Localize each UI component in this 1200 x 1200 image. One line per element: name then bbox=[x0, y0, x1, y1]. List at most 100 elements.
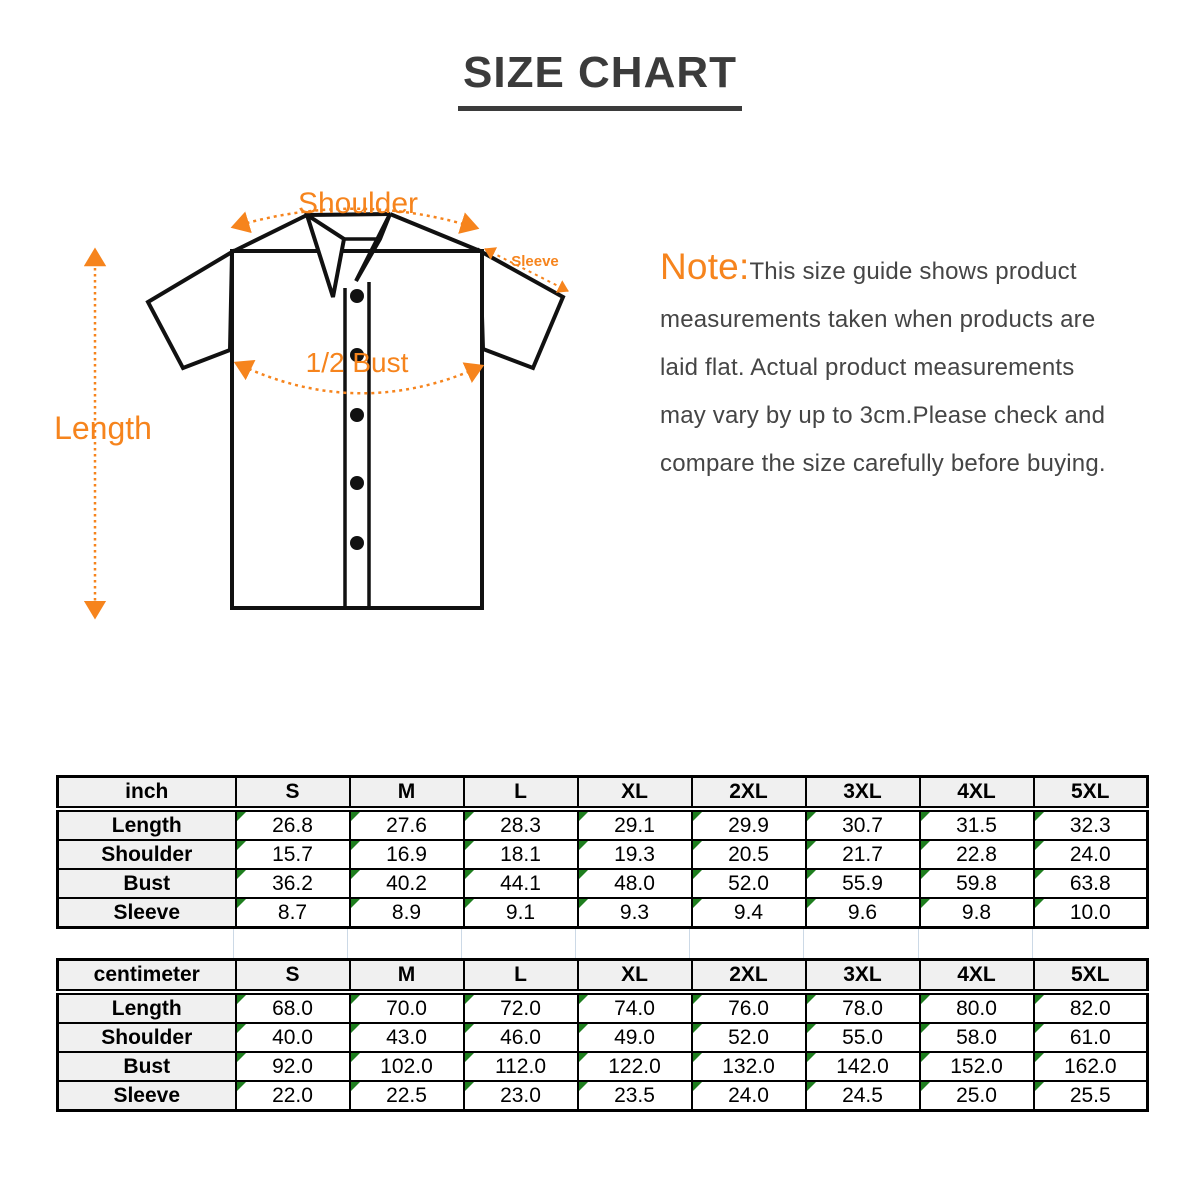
sleeve-arrow bbox=[484, 247, 569, 293]
measure-value-cell: 10.0 bbox=[1032, 897, 1149, 929]
measure-value-cell: 49.0 bbox=[576, 1022, 693, 1053]
measure-value-cell: 40.2 bbox=[348, 868, 465, 899]
measure-label-cell: Bust bbox=[56, 1051, 237, 1082]
measure-label-cell: Shoulder bbox=[56, 839, 237, 870]
measure-value-cell: 63.8 bbox=[1032, 868, 1149, 899]
measure-value-cell: 22.5 bbox=[348, 1080, 465, 1112]
measure-value-cell: 132.0 bbox=[690, 1051, 807, 1082]
measure-value-cell: 18.1 bbox=[462, 839, 579, 870]
measure-value-cell: 23.0 bbox=[462, 1080, 579, 1112]
shoulder-label: Shoulder bbox=[298, 187, 418, 220]
measure-value-cell: 9.4 bbox=[690, 897, 807, 929]
measure-value-cell: 32.3 bbox=[1032, 808, 1149, 841]
page-title: SIZE CHART bbox=[458, 48, 742, 111]
size-header-cell: 2XL bbox=[690, 775, 807, 812]
measure-value-cell: 29.9 bbox=[690, 808, 807, 841]
shirt-buttons bbox=[350, 289, 364, 550]
measure-value-cell: 16.9 bbox=[348, 839, 465, 870]
measure-value-cell: 82.0 bbox=[1032, 991, 1149, 1024]
measure-value-cell: 30.7 bbox=[804, 808, 921, 841]
gap-gridline-cell bbox=[462, 929, 577, 958]
note-line: laid flat. Actual product measurements bbox=[660, 354, 1075, 381]
measure-value-cell: 23.5 bbox=[576, 1080, 693, 1112]
note-line: may vary by up to 3cm.Please check and bbox=[660, 402, 1106, 429]
measure-value-cell: 9.6 bbox=[804, 897, 921, 929]
size-header-cell: 3XL bbox=[804, 958, 921, 995]
measure-label-cell: Shoulder bbox=[56, 1022, 237, 1053]
title-bar: SIZE CHART bbox=[0, 48, 1200, 111]
measure-value-cell: 40.0 bbox=[234, 1022, 351, 1053]
bust-label: 1/2 Bust bbox=[306, 347, 409, 378]
gap-gridline-cell bbox=[348, 929, 462, 958]
note-text: Note:This size guide shows product measu… bbox=[660, 248, 1180, 488]
size-header-cell: M bbox=[348, 775, 465, 812]
size-header-cell: 4XL bbox=[918, 958, 1035, 995]
measure-value-cell: 59.8 bbox=[918, 868, 1035, 899]
measure-value-cell: 31.5 bbox=[918, 808, 1035, 841]
measure-value-cell: 8.7 bbox=[234, 897, 351, 929]
size-header-cell: S bbox=[234, 958, 351, 995]
size-table-row: Bust 92.0 102.0 112.0 122.0 132.0 142.0 152.0 16… bbox=[56, 1051, 1149, 1082]
gap-gridline-cell bbox=[234, 929, 348, 958]
measure-value-cell: 92.0 bbox=[234, 1051, 351, 1082]
measure-value-cell: 58.0 bbox=[918, 1022, 1035, 1053]
measure-value-cell: 25.5 bbox=[1032, 1080, 1149, 1112]
size-header-cell: S bbox=[234, 775, 351, 812]
measure-value-cell: 52.0 bbox=[690, 868, 807, 899]
measure-value-cell: 152.0 bbox=[918, 1051, 1035, 1082]
size-header-cell: 5XL bbox=[1032, 958, 1149, 995]
size-header-cell: XL bbox=[576, 958, 693, 995]
unit-header-cell: inch bbox=[56, 775, 237, 812]
measure-value-cell: 9.3 bbox=[576, 897, 693, 929]
gap-gridline-cell bbox=[690, 929, 805, 958]
measure-value-cell: 22.0 bbox=[234, 1080, 351, 1112]
size-table-row: Shoulder 40.0 43.0 46.0 49.0 52.0 55.0 58.0 61.0 bbox=[56, 1022, 1149, 1053]
measure-value-cell: 61.0 bbox=[1032, 1022, 1149, 1053]
measure-value-cell: 76.0 bbox=[690, 991, 807, 1024]
size-table-centimeter: centimeter S M L XL 2XL 3XL 4XL 5XL Length 68.0 70.… bbox=[56, 958, 1149, 1112]
size-table-header-row: inch S M L XL 2XL 3XL 4XL 5XL bbox=[56, 775, 1149, 812]
gap-gridline-cell bbox=[1033, 929, 1146, 958]
measure-value-cell: 15.7 bbox=[234, 839, 351, 870]
bust-arrow bbox=[233, 359, 485, 395]
size-table-row: Length 26.8 27.6 28.3 29.1 29.9 30.7 31.5 32.3 bbox=[56, 808, 1149, 841]
size-table-row: Sleeve 22.0 22.5 23.0 23.5 24.0 24.5 25.0 25.5 bbox=[56, 1080, 1149, 1112]
size-header-cell: 5XL bbox=[1032, 775, 1149, 812]
measure-label-cell: Sleeve bbox=[56, 897, 237, 929]
measure-value-cell: 72.0 bbox=[462, 991, 579, 1024]
measure-value-cell: 36.2 bbox=[234, 868, 351, 899]
size-header-cell: L bbox=[462, 775, 579, 812]
size-table-row: Length 68.0 70.0 72.0 74.0 76.0 78.0 80.0 82.0 bbox=[56, 991, 1149, 1024]
measure-value-cell: 55.0 bbox=[804, 1022, 921, 1053]
gap-gridline-cell bbox=[56, 929, 234, 958]
measure-value-cell: 8.9 bbox=[348, 897, 465, 929]
measure-value-cell: 27.6 bbox=[348, 808, 465, 841]
size-header-cell: L bbox=[462, 958, 579, 995]
size-header-cell: XL bbox=[576, 775, 693, 812]
measure-label-cell: Bust bbox=[56, 868, 237, 899]
gap-gridline-cell bbox=[804, 929, 919, 958]
measure-value-cell: 78.0 bbox=[804, 991, 921, 1024]
note-line: compare the size carefully before buying… bbox=[660, 450, 1106, 477]
note-label: Note: bbox=[660, 246, 750, 287]
shirt-placket bbox=[343, 282, 371, 606]
measure-value-cell: 48.0 bbox=[576, 868, 693, 899]
measure-value-cell: 80.0 bbox=[918, 991, 1035, 1024]
size-header-cell: 3XL bbox=[804, 775, 921, 812]
measure-value-cell: 9.1 bbox=[462, 897, 579, 929]
measure-value-cell: 102.0 bbox=[348, 1051, 465, 1082]
measure-value-cell: 26.8 bbox=[234, 808, 351, 841]
size-header-cell: 2XL bbox=[690, 958, 807, 995]
size-table-inch: inch S M L XL 2XL 3XL 4XL 5XL Length 26.8 27.6 28.3 2… bbox=[56, 775, 1149, 929]
measure-value-cell: 29.1 bbox=[576, 808, 693, 841]
measure-value-cell: 19.3 bbox=[576, 839, 693, 870]
sleeve-label: Sleeve bbox=[511, 253, 559, 270]
size-table-header-row: centimeter S M L XL 2XL 3XL 4XL 5XL bbox=[56, 958, 1149, 995]
table-gap bbox=[56, 929, 1146, 958]
shirt-body bbox=[230, 212, 484, 610]
length-label: Length bbox=[54, 410, 152, 446]
size-table-row: Shoulder 15.7 16.9 18.1 19.3 20.5 21.7 22.8 24.0 bbox=[56, 839, 1149, 870]
measure-value-cell: 25.0 bbox=[918, 1080, 1035, 1112]
measure-label-cell: Length bbox=[56, 808, 237, 841]
